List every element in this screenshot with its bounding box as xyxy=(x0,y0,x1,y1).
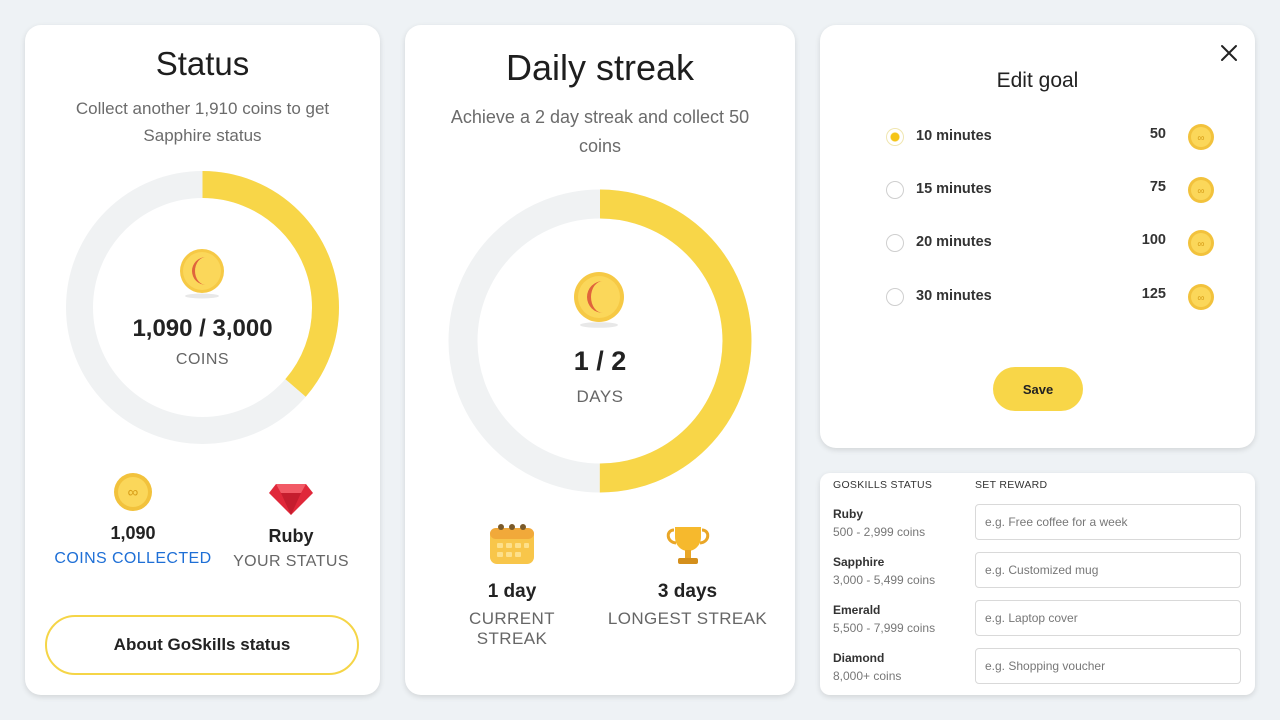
streak-progress-value: 1 / 2 xyxy=(573,346,627,376)
tier-range-sapphire: 3,000 - 5,499 coins xyxy=(833,573,936,587)
ruby-gem-icon xyxy=(269,484,313,515)
reward-input-emerald[interactable] xyxy=(975,600,1241,636)
goskills-status-header: GOSKILLS STATUS xyxy=(833,479,933,491)
status-progress-ring: 1,090 / 3,000 COINS xyxy=(65,170,340,445)
tier-range-emerald: 5,500 - 7,999 coins xyxy=(833,621,936,635)
edit-goal-card: Edit goal 10 minutes 50 ∞ 15 minutes 75 … xyxy=(820,25,1255,448)
current-streak-value: 1 day xyxy=(487,581,537,602)
goal-radio-selected[interactable] xyxy=(886,128,904,146)
svg-text:∞: ∞ xyxy=(1197,133,1204,144)
streak-title: Daily streak xyxy=(505,47,695,88)
coin-icon: ∞ xyxy=(114,473,152,511)
close-icon[interactable] xyxy=(1217,41,1241,65)
goal-option-coins: 100 xyxy=(1141,232,1166,248)
your-status-stat: Ruby YOUR STATUS xyxy=(211,480,371,571)
streak-progress-ring: 1 / 2 DAYS xyxy=(447,188,753,494)
current-streak-stat: 1 day CURRENT STREAK xyxy=(432,522,592,649)
coin-icon xyxy=(574,272,624,328)
goal-option-label: 10 minutes xyxy=(916,128,992,144)
longest-streak-value: 3 days xyxy=(657,581,718,602)
your-status-value: Ruby xyxy=(268,526,314,546)
coin-icon: ∞ xyxy=(1188,284,1214,310)
edit-goal-title: Edit goal xyxy=(996,69,1079,92)
status-title: Status xyxy=(155,45,250,82)
status-ring-fill xyxy=(66,171,339,444)
coins-collected-value: 1,090 xyxy=(110,523,156,543)
trophy-icon xyxy=(666,527,709,564)
goal-option-coins: 125 xyxy=(1141,286,1166,302)
streak-progress-unit: DAYS xyxy=(576,387,624,406)
coin-icon: ∞ xyxy=(1188,230,1214,256)
reward-input-sapphire[interactable] xyxy=(975,552,1241,588)
current-streak-label: CURRENT STREAK xyxy=(469,609,555,648)
reward-input-diamond[interactable] xyxy=(975,648,1241,684)
svg-text:∞: ∞ xyxy=(128,484,139,501)
save-button[interactable]: Save xyxy=(993,367,1083,411)
goal-option-label: 30 minutes xyxy=(916,288,992,304)
tier-name-emerald: Emerald xyxy=(833,603,881,617)
goal-option-15-minutes[interactable]: 15 minutes 75 ∞ xyxy=(886,175,1216,205)
your-status-label: YOUR STATUS xyxy=(233,553,349,570)
goal-option-30-minutes[interactable]: 30 minutes 125 ∞ xyxy=(886,282,1216,312)
goal-option-label: 20 minutes xyxy=(916,234,992,250)
longest-streak-stat: 3 days LONGEST STREAK xyxy=(605,524,770,629)
streak-ring-fill xyxy=(448,189,752,493)
set-reward-header: SET REWARD xyxy=(975,479,1048,491)
set-reward-card: GOSKILLS STATUS SET REWARD Ruby 500 - 2,… xyxy=(820,473,1255,695)
tier-name-diamond: Diamond xyxy=(833,651,885,665)
svg-text:∞: ∞ xyxy=(1197,293,1204,304)
goal-option-label: 15 minutes xyxy=(916,181,992,197)
coins-collected-stat: ∞ 1,090 COINS COLLECTED xyxy=(53,472,213,568)
status-progress-value: 1,090 / 3,000 xyxy=(132,315,273,342)
goal-option-10-minutes[interactable]: 10 minutes 50 ∞ xyxy=(886,122,1216,152)
longest-streak-label: LONGEST STREAK xyxy=(607,609,768,628)
about-goskills-status-button[interactable]: About GoSkills status xyxy=(45,615,359,675)
coin-icon xyxy=(179,249,224,299)
status-progress-unit: COINS xyxy=(175,351,230,368)
coins-collected-link[interactable]: COINS COLLECTED xyxy=(54,550,212,567)
svg-text:∞: ∞ xyxy=(1197,239,1204,250)
goal-option-coins: 75 xyxy=(1149,179,1166,195)
svg-text:∞: ∞ xyxy=(1197,186,1204,197)
status-subtitle: Collect another 1,910 coins to get Sapph… xyxy=(75,99,330,146)
daily-streak-card: Daily streak Achieve a 2 day streak and … xyxy=(405,25,795,695)
calendar-icon xyxy=(490,524,534,564)
streak-subtitle: Achieve a 2 day streak and collect 50 co… xyxy=(450,107,750,156)
goal-option-20-minutes[interactable]: 20 minutes 100 ∞ xyxy=(886,228,1216,258)
tier-range-ruby: 500 - 2,999 coins xyxy=(833,525,926,539)
goal-radio[interactable] xyxy=(886,288,904,306)
coin-icon: ∞ xyxy=(1188,177,1214,203)
goal-radio[interactable] xyxy=(886,181,904,199)
status-card: Status Collect another 1,910 coins to ge… xyxy=(25,25,380,695)
tier-name-ruby: Ruby xyxy=(833,507,863,521)
tier-range-diamond: 8,000+ coins xyxy=(833,669,902,683)
tier-name-sapphire: Sapphire xyxy=(833,555,885,569)
goal-radio[interactable] xyxy=(886,234,904,252)
goal-option-coins: 50 xyxy=(1149,126,1166,142)
coin-icon: ∞ xyxy=(1188,124,1214,150)
reward-input-ruby[interactable] xyxy=(975,504,1241,540)
